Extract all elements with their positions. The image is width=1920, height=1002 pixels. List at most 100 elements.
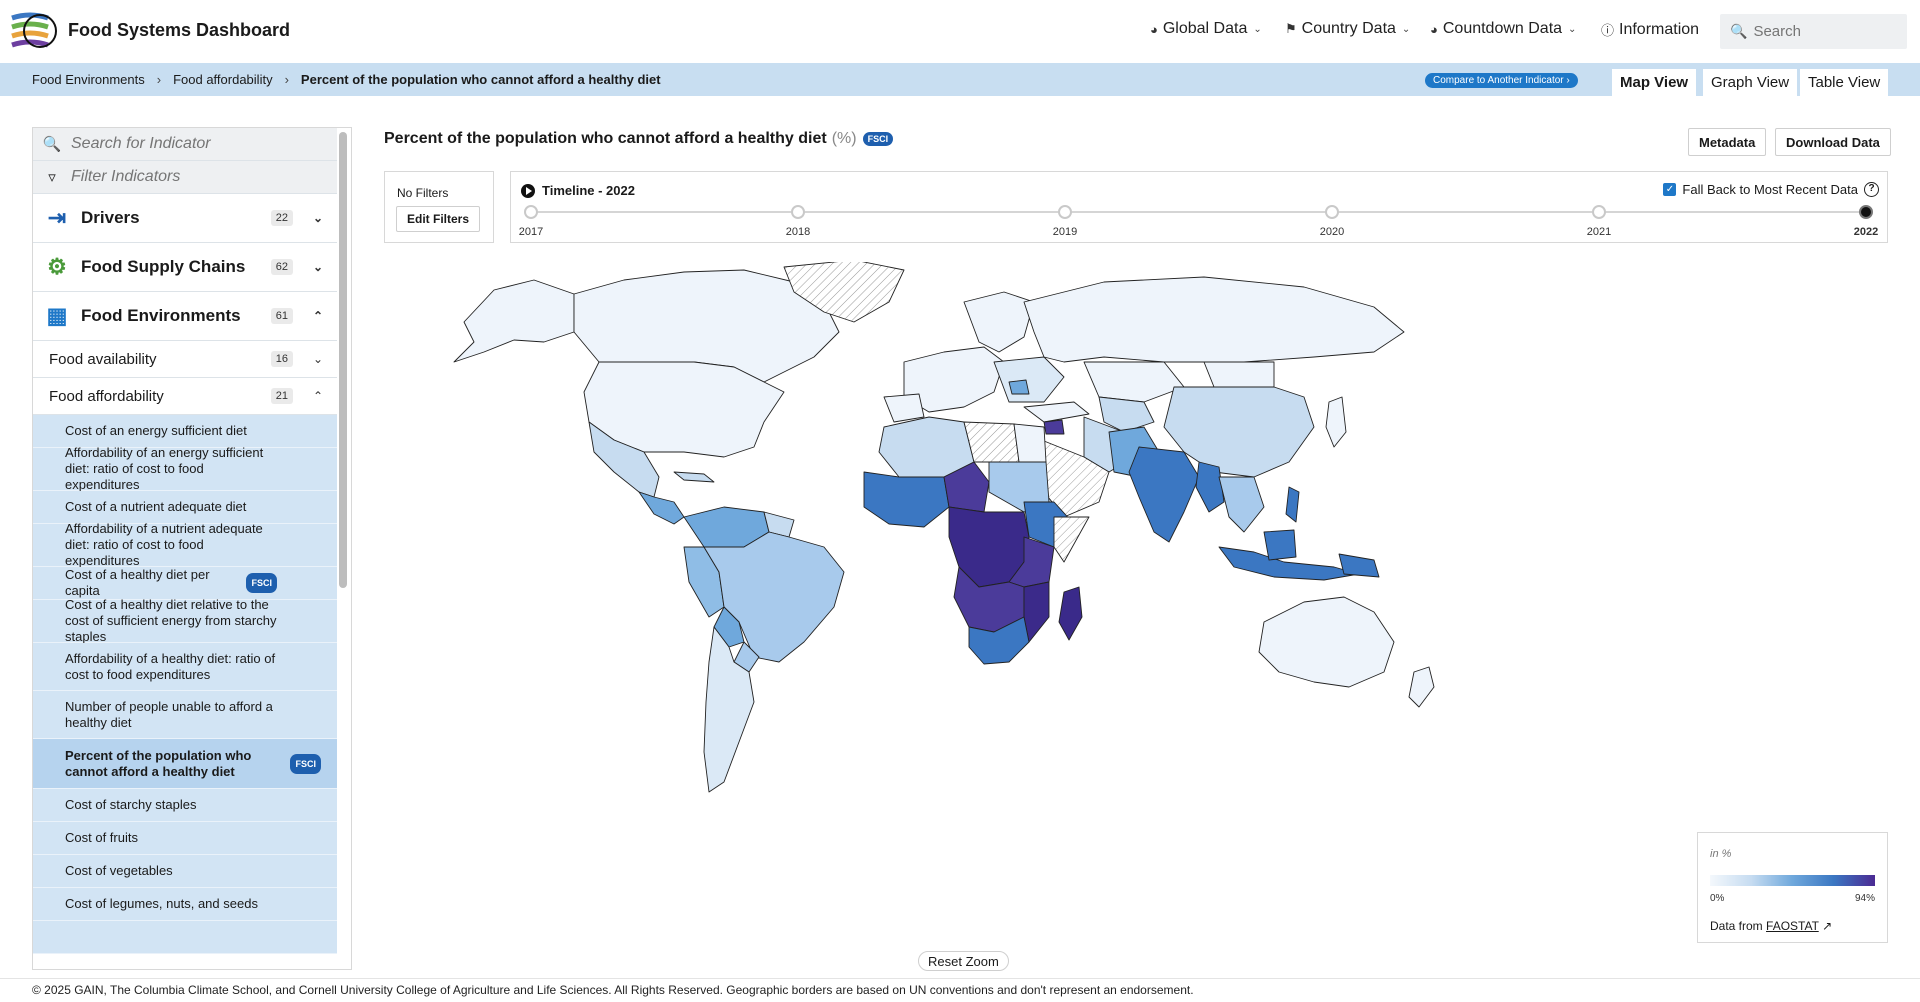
year-label[interactable]: 2021 xyxy=(1586,226,1612,238)
region-central-america[interactable] xyxy=(638,491,685,525)
arrow-in-icon: ⇥ xyxy=(47,205,67,230)
region-philippines[interactable] xyxy=(1285,486,1300,523)
indicator-item[interactable]: Cost of fruits xyxy=(33,822,337,855)
indicator-item[interactable]: Cost of a healthy diet per capita FSCI xyxy=(33,567,337,600)
nav-country-data[interactable]: ⚑ Country Data ⌄ xyxy=(1285,20,1410,38)
region-india[interactable] xyxy=(1128,446,1200,543)
region-brazil[interactable] xyxy=(703,531,845,663)
tractor-icon: ⚙ xyxy=(47,254,67,279)
region-cuba[interactable] xyxy=(673,471,715,483)
play-icon[interactable] xyxy=(521,183,535,198)
breadcrumb-item[interactable]: Food Environments xyxy=(32,72,145,87)
download-data-button[interactable]: Download Data xyxy=(1775,128,1891,156)
timeline-track[interactable] xyxy=(531,211,1867,213)
indicator-item[interactable]: Cost of an energy sufficient diet xyxy=(33,415,337,448)
category-drivers[interactable]: ⇥ Drivers 22 ⌄ xyxy=(33,194,337,243)
indicator-item[interactable]: Affordability of an energy sufficient di… xyxy=(33,445,337,492)
indicator-item[interactable]: Cost of a nutrient adequate diet xyxy=(33,491,337,524)
indicator-filter[interactable]: ▿ xyxy=(33,161,337,194)
nav-global-data[interactable]: ◕ Global Data ⌄ xyxy=(1150,20,1262,38)
region-australia[interactable] xyxy=(1258,596,1395,688)
indicator-item[interactable]: Cost of starchy staples xyxy=(33,789,337,822)
year-label[interactable]: 2019 xyxy=(1052,226,1078,238)
region-scandinavia[interactable] xyxy=(963,291,1035,353)
region-mozambique[interactable] xyxy=(1023,581,1050,643)
region-china[interactable] xyxy=(1163,386,1315,478)
year-label[interactable]: 2017 xyxy=(518,226,544,238)
help-icon[interactable]: ? xyxy=(1864,182,1879,197)
region-syria[interactable] xyxy=(1043,419,1065,435)
indicator-item[interactable]: Number of people unable to afford a heal… xyxy=(33,691,337,739)
timeline-tick-2017[interactable] xyxy=(524,205,538,219)
indicator-item[interactable] xyxy=(33,921,337,954)
region-russia[interactable] xyxy=(1023,276,1405,363)
search-input[interactable] xyxy=(1753,23,1904,40)
timeline-tick-2018[interactable] xyxy=(791,205,805,219)
compare-label: Compare to Another Indicator xyxy=(1433,75,1564,86)
tab-graph-view[interactable]: Graph View xyxy=(1703,69,1798,96)
region-central-asia[interactable] xyxy=(1098,396,1155,433)
indicator-item[interactable]: Affordability of a nutrient adequate die… xyxy=(33,521,337,568)
region-sahel[interactable] xyxy=(943,461,990,513)
region-png[interactable] xyxy=(1338,553,1380,578)
region-north-africa-west[interactable] xyxy=(878,416,975,478)
region-south-africa[interactable] xyxy=(968,616,1030,665)
compare-indicator-button[interactable]: Compare to Another Indicator › xyxy=(1425,73,1578,88)
fallback-checkbox[interactable]: ✓ Fall Back to Most Recent Data ? xyxy=(1663,182,1879,197)
global-search[interactable]: 🔍 xyxy=(1720,14,1907,49)
region-greenland[interactable] xyxy=(783,262,905,323)
app-title[interactable]: Food Systems Dashboard xyxy=(68,20,291,40)
indicator-item[interactable]: Cost of legumes, nuts, and seeds xyxy=(33,888,337,921)
region-iberia[interactable] xyxy=(883,393,925,423)
region-new-zealand[interactable] xyxy=(1408,666,1435,708)
indicator-item[interactable]: Cost of vegetables xyxy=(33,855,337,888)
region-egypt[interactable] xyxy=(1013,423,1047,463)
nav-information[interactable]: ⓘ Information xyxy=(1601,20,1699,39)
faostat-link[interactable]: FAOSTAT xyxy=(1766,919,1819,933)
breadcrumb-item[interactable]: Food affordability xyxy=(173,72,273,87)
region-libya[interactable] xyxy=(963,421,1020,463)
year-label[interactable]: 2018 xyxy=(785,226,811,238)
indicator-filter-input[interactable] xyxy=(71,168,311,186)
category-food-supply-chains[interactable]: ⚙ Food Supply Chains 62 ⌄ xyxy=(33,243,337,292)
region-alaska[interactable] xyxy=(453,279,575,363)
region-borneo[interactable] xyxy=(1263,529,1297,561)
timeline-tick-2021[interactable] xyxy=(1592,205,1606,219)
timeline-tick-2020[interactable] xyxy=(1325,205,1339,219)
edit-filters-button[interactable]: Edit Filters xyxy=(396,206,481,232)
checkbox-checked-icon[interactable]: ✓ xyxy=(1663,183,1677,196)
timeline-tick-2022[interactable] xyxy=(1859,205,1873,219)
subcategory-food-affordability[interactable]: Food affordability 21 ⌃ xyxy=(33,378,337,415)
timeline-tick-2019[interactable] xyxy=(1058,205,1072,219)
region-balkans[interactable] xyxy=(1008,379,1030,395)
indicator-search[interactable]: 🔍 xyxy=(33,128,337,161)
region-myanmar-bangladesh[interactable] xyxy=(1195,461,1225,513)
indicator-item[interactable]: Cost of a healthy diet relative to the c… xyxy=(33,597,337,644)
region-somalia[interactable] xyxy=(1053,516,1090,563)
tab-table-view[interactable]: Table View xyxy=(1800,69,1889,96)
year-label-selected[interactable]: 2022 xyxy=(1853,226,1879,238)
indicator-item[interactable]: Affordability of a healthy diet: ratio o… xyxy=(33,643,337,691)
logo-icon[interactable] xyxy=(10,10,58,52)
region-turkey[interactable] xyxy=(1023,401,1090,423)
region-madagascar[interactable] xyxy=(1058,586,1083,641)
world-choropleth-map[interactable] xyxy=(384,262,1888,872)
metadata-button[interactable]: Metadata xyxy=(1688,128,1767,156)
year-label[interactable]: 2020 xyxy=(1319,226,1345,238)
region-west-africa[interactable] xyxy=(863,471,950,528)
region-japan[interactable] xyxy=(1325,396,1347,448)
region-argentina-chile[interactable] xyxy=(703,626,755,793)
indicator-item-selected[interactable]: Percent of the population who cannot aff… xyxy=(33,739,337,789)
tab-map-view[interactable]: Map View xyxy=(1612,69,1697,96)
region-europe-east[interactable] xyxy=(993,356,1065,403)
region-kazakhstan[interactable] xyxy=(1083,361,1185,403)
region-southeast-asia[interactable] xyxy=(1218,476,1265,533)
sidebar-scrollbar[interactable] xyxy=(339,132,347,588)
nav-countdown-data[interactable]: ◕ Countdown Data ⌄ xyxy=(1430,20,1576,38)
region-mongolia[interactable] xyxy=(1203,361,1275,388)
category-food-environments[interactable]: ▦ Food Environments 61 ⌃ xyxy=(33,292,337,341)
legend-min: 0% xyxy=(1710,893,1725,904)
reset-zoom-button[interactable]: Reset Zoom xyxy=(918,951,1009,971)
subcategory-food-availability[interactable]: Food availability 16 ⌄ xyxy=(33,341,337,378)
indicator-search-input[interactable] xyxy=(71,135,311,153)
